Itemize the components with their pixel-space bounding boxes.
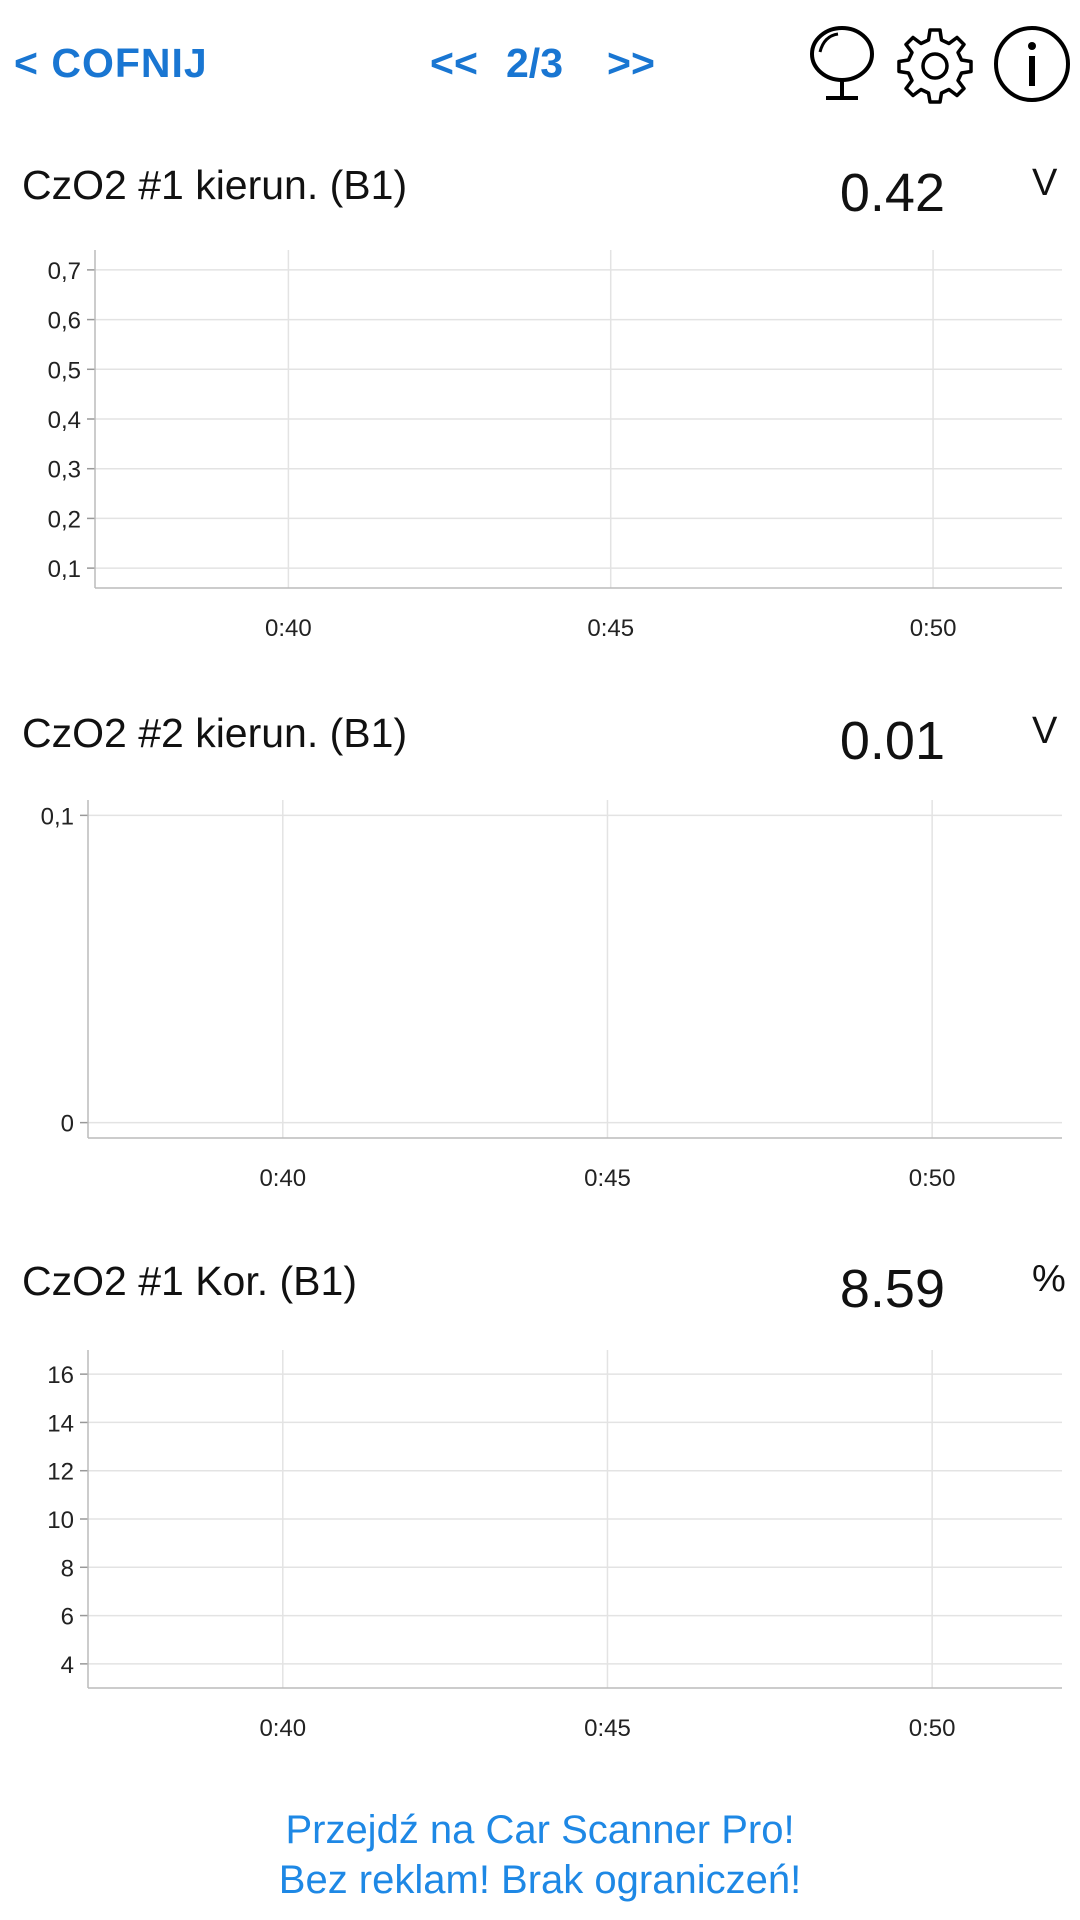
sensor-title-2: CzO2 #2 kierun. (B1) [22, 710, 408, 756]
next-page-button[interactable]: >> [607, 40, 655, 86]
y-tick-label: 0 [61, 1111, 74, 1138]
y-tick-label: 0,6 [48, 308, 81, 335]
back-button[interactable]: < COFNIJ [14, 40, 208, 86]
page-indicator: 2/3 [506, 40, 563, 86]
x-tick-label: 0:50 [909, 1715, 956, 1742]
y-tick-label: 4 [61, 1652, 74, 1679]
info-icon[interactable] [992, 24, 1072, 104]
mirror-icon[interactable] [802, 24, 882, 104]
gear-icon[interactable] [895, 24, 975, 104]
x-tick-label: 0:40 [259, 1165, 306, 1192]
chart-o2-sensor-2-voltage: 0 0,1 0:40 0:45 0:50 [41, 800, 1062, 1192]
x-tick-label: 0:45 [584, 1165, 631, 1192]
sensor-unit-3: % [1032, 1258, 1066, 1300]
top-bar: < COFNIJ << 2/3 >> [0, 0, 1080, 130]
sensor-value-2: 0.01 [839, 711, 945, 771]
sensor-title-1: CzO2 #1 kierun. (B1) [22, 162, 408, 208]
chart-o2-sensor-1-voltage: 0,1 0,2 0,3 0,4 0,5 0,6 0,7 0:40 0:45 0:50 [48, 250, 1062, 642]
promo-line-2[interactable]: Bez reklam! Brak ograniczeń! [278, 1858, 802, 1902]
sensor-value-1: 0.42 [839, 163, 945, 223]
y-tick-label: 10 [47, 1507, 74, 1534]
y-tick-label: 0,7 [48, 258, 81, 285]
x-tick-label: 0:45 [587, 615, 634, 642]
y-tick-label: 14 [47, 1410, 74, 1437]
y-tick-label: 6 [61, 1604, 74, 1631]
sensor-value-3: 8.59 [839, 1259, 945, 1319]
x-tick-label: 0:45 [584, 1715, 631, 1742]
sensor-title-3: CzO2 #1 Kor. (B1) [22, 1258, 357, 1304]
y-tick-label: 0,5 [48, 357, 81, 384]
x-tick-label: 0:40 [259, 1715, 306, 1742]
x-tick-label: 0:50 [909, 1165, 956, 1192]
y-tick-label: 0,4 [48, 407, 81, 434]
previous-page-button[interactable]: << [430, 40, 478, 86]
x-tick-label: 0:40 [265, 615, 312, 642]
y-tick-label: 8 [61, 1555, 74, 1582]
x-tick-label: 0:50 [910, 615, 957, 642]
y-tick-label: 0,2 [48, 506, 81, 533]
chart-o2-sensor-1-correction: 4 6 8 10 12 14 16 0:40 0:45 0:50 [47, 1350, 1062, 1742]
y-tick-label: 0,3 [48, 457, 81, 484]
y-tick-label: 0,1 [41, 803, 74, 830]
y-tick-label: 16 [47, 1362, 74, 1389]
y-tick-label: 12 [47, 1459, 74, 1486]
promo-banner[interactable]: Przejdź na Car Scanner Pro! Bez reklam! … [0, 1805, 1080, 1905]
promo-line-1[interactable]: Przejdź na Car Scanner Pro! [285, 1808, 795, 1852]
y-tick-label: 0,1 [48, 556, 81, 583]
sensor-unit-2: V [1032, 710, 1058, 752]
sensor-unit-1: V [1032, 162, 1058, 204]
